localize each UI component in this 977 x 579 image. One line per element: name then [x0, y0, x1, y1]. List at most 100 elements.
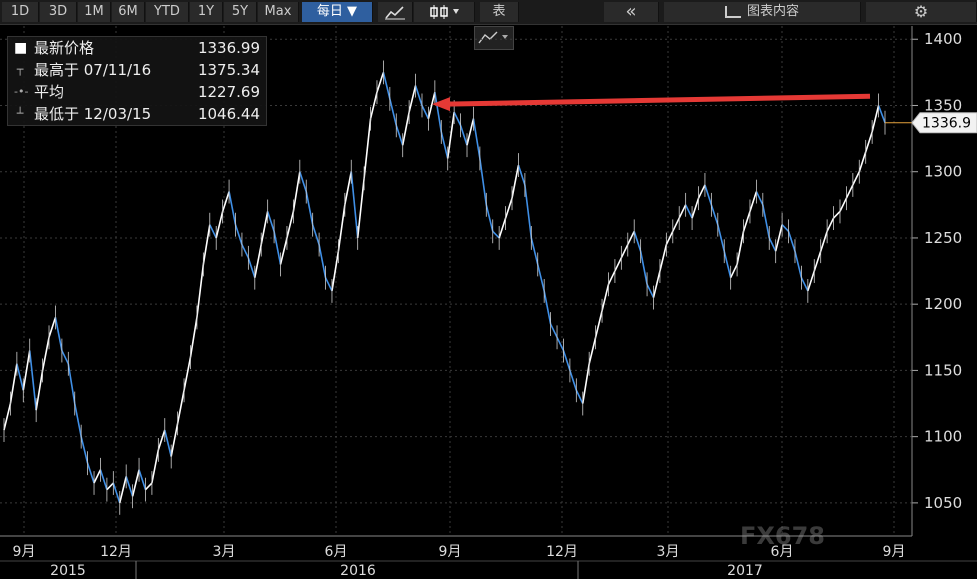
- price-segment: [54, 317, 63, 351]
- price-segment: [774, 224, 783, 252]
- legend-last-label: 最新价格: [34, 39, 95, 57]
- x-tick-month: 12月: [100, 544, 132, 560]
- price-segment: [292, 171, 301, 212]
- price-segment: [524, 184, 533, 239]
- table-button[interactable]: 表: [480, 2, 519, 22]
- price-segment: [504, 197, 513, 219]
- price-segment: [273, 231, 282, 265]
- frequency-select[interactable]: 每日 ▼: [302, 2, 373, 22]
- x-tick-month: 6月: [771, 544, 794, 560]
- high-marker-icon: ┬: [16, 63, 24, 76]
- price-segment: [189, 317, 198, 358]
- price-segment: [125, 476, 134, 497]
- last-price-tag: [911, 112, 977, 134]
- price-segment: [241, 244, 250, 259]
- range-button-3d[interactable]: 3D: [40, 2, 77, 22]
- range-button-5y[interactable]: 5Y: [224, 2, 257, 22]
- price-segment: [594, 310, 603, 338]
- price-segment: [665, 230, 674, 245]
- price-segment: [67, 363, 76, 404]
- price-segment: [344, 171, 353, 205]
- price-segment: [800, 277, 809, 292]
- price-segment: [356, 178, 365, 239]
- price-segment: [710, 204, 719, 225]
- price-segment: [672, 217, 680, 232]
- legend-avg-row: -•- 平均 1227.69: [8, 81, 266, 103]
- legend-high-value: 1375.34: [197, 61, 260, 79]
- price-segment: [839, 197, 848, 212]
- price-segment: [35, 370, 44, 411]
- price-segment: [556, 336, 565, 351]
- x-tick-month: 12月: [546, 544, 578, 560]
- chart-content-button[interactable]: 图表内容: [664, 2, 861, 22]
- price-segment: [787, 231, 796, 252]
- line-chart-icon: [385, 6, 405, 20]
- y-tick-label: 1350: [924, 96, 962, 114]
- chart-type-mini-button[interactable]: [474, 26, 514, 50]
- price-segment: [678, 204, 687, 219]
- legend-high-row: ┬ 最高于 07/11/16 1375.34: [8, 59, 266, 81]
- price-segment: [80, 436, 89, 464]
- price-segment: [819, 231, 828, 252]
- range-button-1m[interactable]: 1M: [78, 2, 111, 22]
- low-marker-icon: ┴: [16, 107, 24, 120]
- last-price-label: 1336.9: [922, 116, 971, 132]
- price-segment: [350, 171, 359, 239]
- price-segment: [311, 224, 320, 245]
- price-segment: [427, 92, 436, 119]
- collapse-button[interactable]: «: [604, 2, 659, 22]
- price-segment: [434, 92, 443, 133]
- price-segment: [646, 283, 655, 298]
- price-segment: [215, 211, 224, 239]
- x-tick-year: 2017: [727, 563, 763, 579]
- price-segment: [3, 403, 12, 431]
- range-button-1d[interactable]: 1D: [2, 2, 39, 22]
- price-segment: [813, 250, 822, 272]
- price-segment: [845, 184, 854, 199]
- line-chart-button[interactable]: [378, 2, 413, 22]
- price-segment: [485, 204, 494, 232]
- candlestick-icon: [430, 5, 459, 19]
- price-segment: [376, 72, 385, 93]
- price-segment: [446, 111, 455, 159]
- price-segment: [170, 423, 179, 457]
- legend-avg-value: 1227.69: [197, 83, 260, 101]
- price-segment: [826, 217, 835, 232]
- price-segment: [41, 337, 50, 371]
- price-segment: [749, 191, 758, 212]
- price-segment: [209, 224, 217, 239]
- price-segment: [363, 118, 372, 179]
- legend-last-value: 1336.99: [197, 39, 260, 57]
- annotation-layer: 1336.9: [432, 93, 977, 134]
- price-segment: [807, 270, 816, 292]
- candlestick-chart-button[interactable]: [414, 2, 475, 22]
- range-button-1y[interactable]: 1Y: [190, 2, 223, 22]
- price-segment: [183, 357, 192, 391]
- price-segment: [852, 171, 860, 186]
- price-segment: [871, 105, 880, 133]
- price-segment: [254, 244, 263, 278]
- price-segment: [607, 270, 616, 285]
- price-segment: [755, 191, 764, 206]
- chart-toolbar: 1D 3D 1M 6M YTD 1Y 5Y Max 每日 ▼ 表 « 图表内容 …: [0, 0, 977, 25]
- range-button-6m[interactable]: 6M: [112, 2, 145, 22]
- range-button-ytd[interactable]: YTD: [146, 2, 189, 22]
- x-tick-month: 9月: [13, 544, 36, 560]
- range-button-max[interactable]: Max: [258, 2, 299, 22]
- x-tick-month: 6月: [325, 544, 348, 560]
- price-segment: [768, 237, 777, 252]
- price-segment: [176, 390, 185, 424]
- price-segment: [266, 211, 275, 232]
- price-segment: [337, 204, 346, 252]
- price-segment: [305, 191, 314, 225]
- price-segment: [260, 211, 269, 245]
- price-segment: [453, 111, 462, 126]
- y-tick-label: 1150: [924, 361, 962, 379]
- price-segment: [414, 85, 423, 106]
- price-segment: [511, 164, 520, 199]
- red-arrow-head: [432, 97, 450, 112]
- price-segment: [832, 210, 841, 219]
- legend-high-label: 最高于 07/11/16: [34, 61, 152, 79]
- y-tick-label: 1250: [924, 229, 962, 247]
- price-segment: [536, 264, 545, 292]
